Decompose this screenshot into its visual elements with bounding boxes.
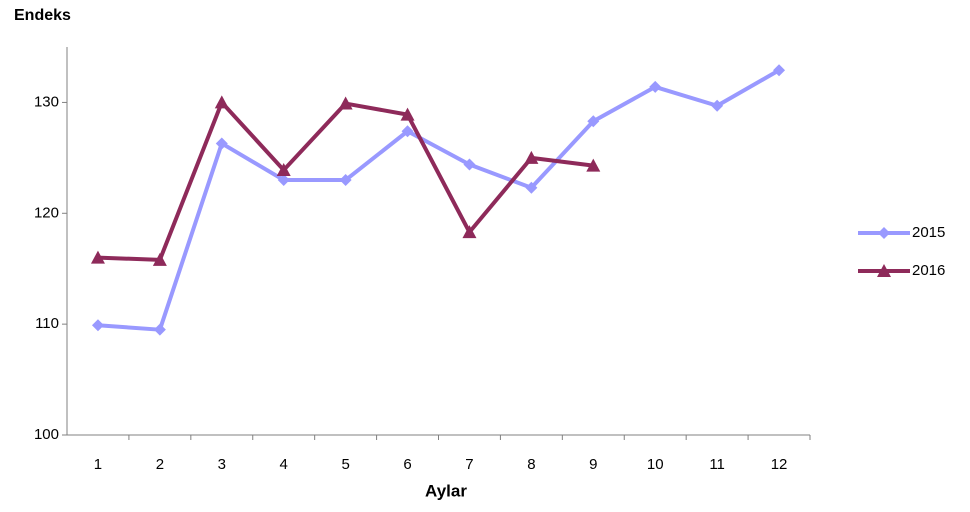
- legend-label: 2015: [912, 224, 945, 241]
- marker: [462, 225, 477, 239]
- y-tick-label: 120: [34, 204, 59, 221]
- chart-title: Endeks: [14, 7, 71, 24]
- x-tick-label: 11: [709, 456, 725, 473]
- marker: [525, 181, 538, 194]
- x-tick-label: 6: [403, 456, 411, 473]
- legend-label: 2016: [912, 262, 945, 279]
- legend-marker: [877, 264, 891, 277]
- x-tick-label: 8: [527, 456, 535, 473]
- marker: [524, 150, 539, 164]
- x-tick-label: 5: [341, 456, 349, 473]
- marker: [276, 163, 291, 177]
- marker: [401, 125, 414, 138]
- marker: [711, 99, 724, 112]
- x-tick-label: 10: [647, 456, 664, 473]
- marker: [587, 115, 600, 128]
- x-tick-label: 3: [218, 456, 226, 473]
- x-tick-label: 2: [156, 456, 164, 473]
- series-line: [97, 68, 781, 332]
- marker: [153, 323, 166, 336]
- marker: [339, 174, 352, 187]
- marker: [338, 96, 353, 110]
- marker: [215, 137, 228, 150]
- marker: [152, 252, 167, 266]
- marker: [90, 250, 105, 264]
- marker: [773, 64, 786, 77]
- marker: [214, 95, 229, 109]
- marker: [400, 107, 415, 121]
- x-axis-label: Aylar: [425, 481, 467, 500]
- marker: [649, 80, 662, 93]
- marker: [463, 158, 476, 171]
- x-tick-label: 12: [771, 456, 788, 473]
- legend-marker: [878, 227, 890, 239]
- x-tick-label: 1: [94, 456, 102, 473]
- marker: [277, 174, 290, 187]
- y-tick-label: 110: [35, 315, 59, 332]
- x-tick-label: 7: [465, 456, 473, 473]
- x-tick-label: 9: [589, 456, 597, 473]
- x-tick-label: 4: [280, 456, 288, 473]
- y-tick-label: 100: [34, 426, 59, 443]
- y-tick-label: 130: [34, 93, 59, 110]
- marker: [586, 158, 601, 172]
- marker: [91, 319, 104, 332]
